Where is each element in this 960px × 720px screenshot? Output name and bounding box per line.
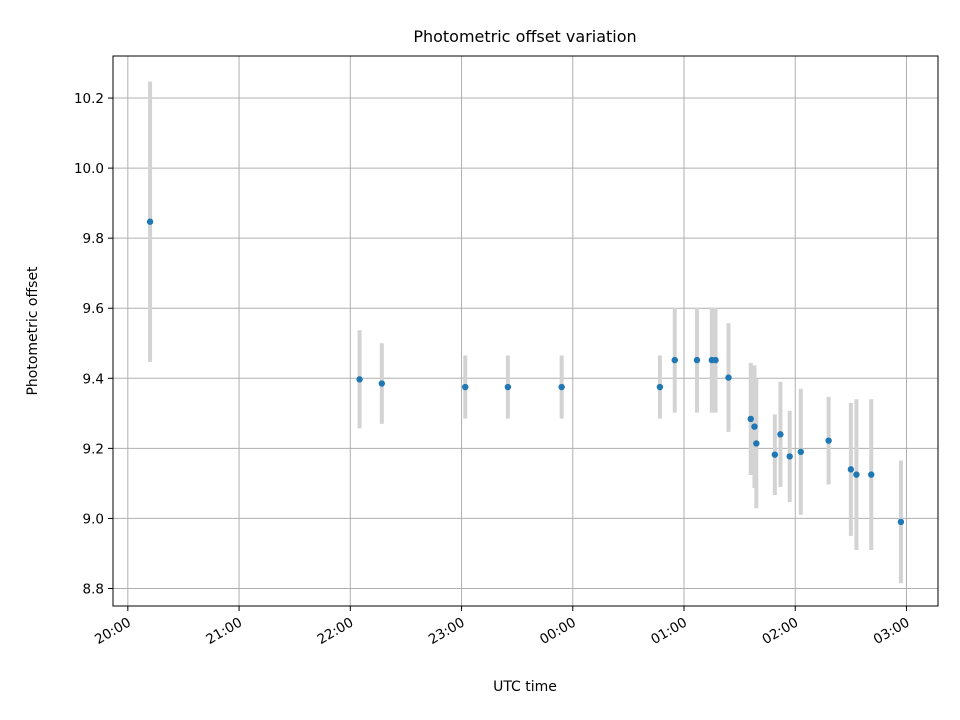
data-point [868, 471, 875, 478]
x-tick-label: 20:00 [92, 615, 134, 648]
data-point [356, 376, 363, 383]
y-axis-label: Photometric offset [25, 266, 41, 396]
chart-title: Photometric offset variation [413, 27, 636, 46]
data-point [825, 437, 832, 444]
x-tick-label: 00:00 [537, 615, 579, 648]
data-point [747, 415, 754, 423]
y-tick-label: 10.2 [74, 91, 104, 107]
data-point [777, 431, 784, 438]
y-tick-label: 9.6 [83, 301, 104, 317]
y-tick-label: 8.8 [83, 581, 104, 597]
data-point [712, 356, 719, 364]
y-axis: 8.8 9.0 9.2 9.4 9.6 9.8 10.0 10.2 [74, 91, 113, 597]
data-point [847, 466, 855, 473]
y-tick-label: 10.0 [74, 161, 104, 177]
x-tick-label: 02:00 [760, 615, 802, 648]
data-point [378, 380, 386, 387]
data-point [693, 356, 701, 364]
x-tick-label: 01:00 [648, 615, 690, 648]
data-point [558, 383, 565, 391]
y-tick-label: 9.0 [83, 511, 104, 527]
error-bars [148, 81, 903, 584]
x-tick-label: 23:00 [426, 615, 468, 648]
x-axis-label: UTC time [493, 679, 557, 695]
data-point [897, 518, 905, 526]
data-point [504, 383, 512, 391]
data-point [797, 448, 805, 456]
data-point [146, 218, 154, 225]
plot-frame [112, 55, 939, 607]
data-point [753, 440, 760, 447]
data-point [462, 383, 469, 391]
data-point [771, 451, 779, 458]
data-point [725, 374, 732, 381]
x-axis: 20:00 21:00 22:00 23:00 00:00 01:00 02:00 03:00 [92, 606, 912, 648]
y-tick-label: 9.4 [83, 371, 104, 387]
x-tick-label: 21:00 [203, 615, 245, 648]
y-tick-label: 9.2 [83, 441, 104, 457]
grid [113, 56, 938, 606]
x-tick-label: 03:00 [871, 615, 913, 648]
data-point [671, 356, 678, 364]
x-tick-label: 22:00 [315, 615, 357, 648]
data-point [656, 383, 664, 391]
data-point [786, 453, 793, 460]
y-tick-label: 9.8 [83, 231, 104, 247]
data-point [853, 471, 860, 478]
data-point [751, 423, 758, 430]
data-points [146, 218, 905, 526]
